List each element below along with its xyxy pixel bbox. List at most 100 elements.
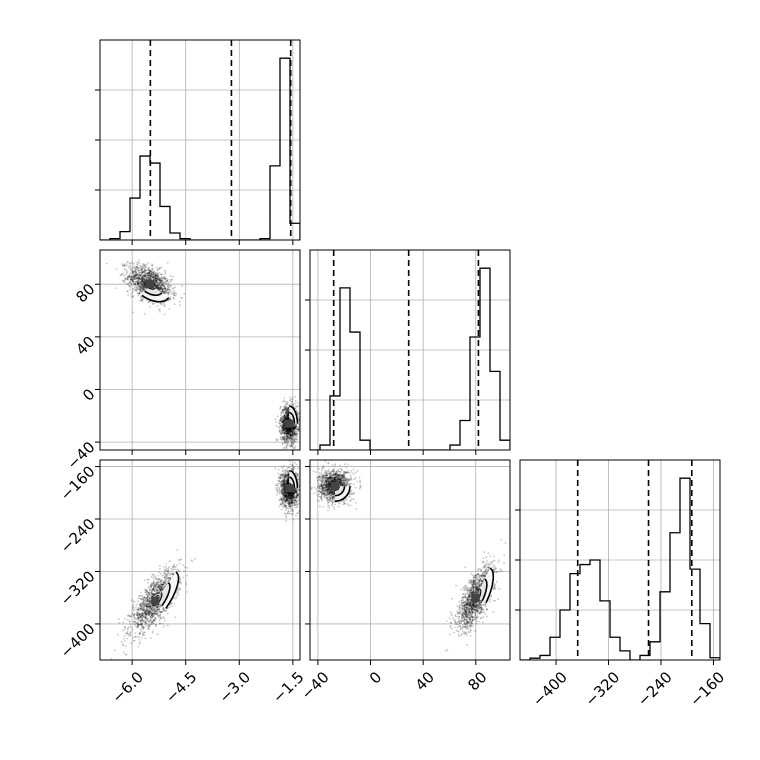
scatter-point	[158, 590, 160, 593]
scatter-point	[138, 632, 141, 634]
scatter-point	[289, 431, 292, 433]
scatter-point	[153, 275, 156, 278]
scatter-point	[146, 610, 149, 613]
scatter-point	[181, 296, 183, 299]
scatter-point	[158, 592, 161, 594]
scatter-point	[161, 587, 163, 590]
scatter-point	[291, 433, 294, 436]
scatter-point	[143, 285, 146, 288]
scatter-point	[283, 419, 285, 422]
scatter-point	[179, 581, 182, 583]
scatter-point	[143, 286, 146, 288]
scatter-point	[138, 616, 140, 619]
scatter-point	[138, 287, 141, 290]
scatter-point	[159, 586, 162, 589]
scatter-point	[158, 610, 161, 613]
scatter-point	[295, 474, 298, 477]
scatter-point	[286, 498, 289, 500]
scatter-point	[283, 434, 286, 437]
scatter-point	[122, 280, 124, 282]
scatter-point	[136, 280, 139, 283]
scatter-point	[175, 592, 178, 595]
scatter-point	[288, 427, 290, 430]
scatter-point	[281, 426, 284, 428]
scatter-point	[295, 463, 298, 466]
scatter-point	[134, 283, 137, 286]
scatter-point	[139, 274, 142, 277]
scatter-point	[126, 278, 129, 280]
scatter-point	[163, 609, 166, 612]
scatter-point	[282, 422, 285, 424]
scatter-point	[289, 399, 292, 401]
scatter-point	[151, 272, 153, 274]
scatter-point	[158, 283, 160, 286]
scatter-point	[296, 503, 299, 506]
scatter-point	[287, 479, 290, 482]
scatter-point	[190, 559, 193, 562]
scatter-point	[157, 608, 160, 611]
scatter-point	[288, 499, 290, 502]
scatter-point	[160, 610, 163, 613]
scatter-point	[140, 287, 143, 289]
scatter-point	[131, 279, 134, 282]
scatter-point	[165, 575, 168, 578]
scatter-point	[285, 428, 288, 431]
scatter-point	[140, 614, 143, 617]
tick-label-y: −240	[57, 515, 99, 557]
scatter-point	[172, 566, 174, 569]
scatter-point	[280, 419, 283, 422]
scatter-point	[148, 604, 151, 606]
scatter-point	[281, 490, 284, 493]
scatter-point	[137, 272, 140, 274]
scatter-point	[154, 604, 157, 607]
scatter-point	[145, 603, 147, 606]
scatter-point	[168, 292, 170, 295]
scatter-point	[286, 414, 289, 416]
scatter-point	[131, 280, 133, 282]
scatter-point	[148, 277, 151, 280]
scatter-point	[143, 611, 146, 614]
scatter-point	[285, 494, 288, 497]
scatter-point	[186, 574, 188, 577]
scatter-point	[294, 438, 297, 440]
scatter-point	[136, 624, 139, 627]
scatter-point	[136, 274, 138, 277]
scatter-point	[152, 273, 155, 275]
scatter-point	[293, 425, 296, 428]
scatter-point	[285, 430, 288, 433]
scatter-point	[288, 429, 290, 432]
scatter-point	[132, 277, 135, 280]
scatter-point	[280, 481, 283, 484]
scatter-point	[146, 603, 148, 606]
scatter-point	[140, 609, 142, 611]
scatter-point	[139, 286, 141, 288]
scatter-point	[143, 278, 146, 280]
scatter-point	[155, 286, 158, 288]
scatter-point	[289, 429, 291, 432]
scatter-point	[138, 278, 141, 281]
scatter-point	[135, 289, 137, 292]
scatter-point	[283, 414, 285, 416]
scatter-point	[287, 472, 290, 475]
scatter-point	[149, 273, 152, 276]
scatter-point	[287, 430, 289, 432]
scatter-point	[154, 608, 157, 611]
scatter-point	[280, 490, 283, 492]
scatter-point	[155, 278, 158, 280]
scatter-point	[148, 607, 151, 610]
scatter-point	[132, 278, 134, 281]
scatter-point	[142, 274, 145, 277]
scatter-point	[160, 586, 163, 589]
scatter-point	[154, 625, 157, 628]
scatter-point	[280, 465, 283, 468]
scatter-point	[143, 278, 146, 280]
scatter-point	[160, 279, 163, 282]
scatter-point	[282, 483, 285, 486]
scatter-point	[141, 614, 143, 617]
scatter-point	[287, 427, 290, 430]
scatter-point	[143, 268, 146, 271]
scatter-point	[140, 605, 142, 608]
scatter-point	[293, 423, 296, 426]
scatter-point	[155, 266, 158, 269]
scatter-point	[286, 412, 289, 414]
